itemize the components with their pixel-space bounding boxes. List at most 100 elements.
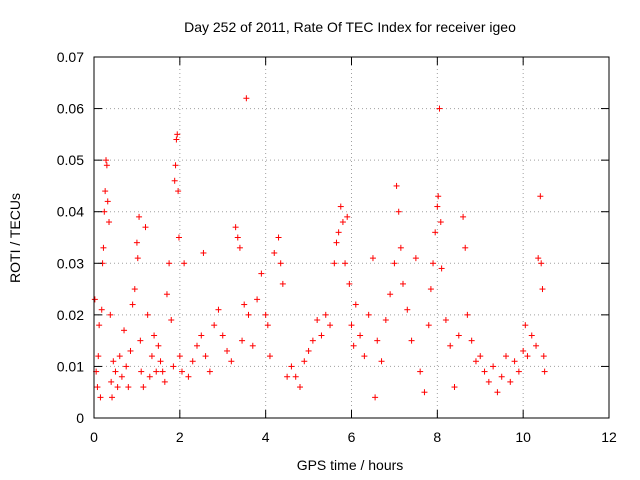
data-point	[535, 255, 542, 262]
data-point	[211, 322, 218, 329]
data-point	[101, 208, 108, 215]
data-point	[417, 368, 424, 375]
data-point	[153, 368, 160, 375]
data-point	[365, 311, 372, 318]
data-point	[136, 213, 143, 220]
data-point	[442, 317, 449, 324]
data-point	[254, 296, 261, 303]
x-tick-label: 8	[433, 429, 441, 445]
data-point	[129, 301, 136, 308]
data-point	[175, 234, 182, 241]
data-point	[94, 384, 101, 391]
data-point	[262, 311, 269, 318]
data-point	[350, 342, 357, 349]
data-point	[288, 363, 295, 370]
data-point	[522, 322, 529, 329]
data-point	[494, 389, 501, 396]
data-point	[327, 322, 334, 329]
y-tick-label: 0.03	[57, 255, 84, 271]
data-point	[490, 363, 497, 370]
data-point	[344, 213, 351, 220]
data-point	[537, 193, 544, 200]
data-point	[498, 373, 505, 380]
data-point	[171, 177, 178, 184]
data-point	[378, 358, 385, 365]
data-point	[173, 136, 180, 143]
data-point	[369, 255, 376, 262]
data-point	[468, 337, 475, 344]
data-point	[275, 234, 282, 241]
data-point	[157, 358, 164, 365]
data-point	[181, 260, 188, 267]
data-point	[346, 280, 353, 287]
data-point	[121, 327, 128, 334]
data-point	[528, 332, 535, 339]
data-point	[198, 332, 205, 339]
axis-ticks	[93, 56, 610, 419]
data-point	[151, 332, 158, 339]
data-point	[134, 255, 141, 262]
grid-lines	[94, 57, 609, 418]
x-tick-label: 4	[262, 429, 270, 445]
data-point	[284, 373, 291, 380]
y-tick-label: 0	[76, 410, 84, 426]
data-point	[178, 368, 185, 375]
data-point	[485, 378, 492, 385]
data-point	[228, 358, 235, 365]
data-point	[464, 311, 471, 318]
data-point	[507, 378, 514, 385]
data-point	[200, 249, 207, 256]
data-point	[279, 280, 286, 287]
data-point	[185, 373, 192, 380]
data-point	[215, 306, 222, 313]
data-point	[412, 255, 419, 262]
data-point	[241, 301, 248, 308]
data-point	[342, 260, 349, 267]
data-point	[166, 260, 173, 267]
data-point	[103, 162, 110, 169]
data-point	[258, 270, 265, 277]
data-point	[219, 332, 226, 339]
data-point	[239, 337, 246, 344]
data-point	[335, 229, 342, 236]
data-point	[146, 373, 153, 380]
x-axis-label: GPS time / hours	[297, 457, 404, 473]
data-point	[322, 311, 329, 318]
data-point	[539, 286, 546, 293]
data-point	[116, 353, 123, 360]
data-point	[421, 389, 428, 396]
data-point	[106, 219, 113, 226]
data-point	[114, 384, 121, 391]
data-point	[397, 244, 404, 251]
data-point	[427, 286, 434, 293]
data-point	[477, 353, 484, 360]
data-point	[97, 394, 104, 401]
data-point	[161, 378, 168, 385]
data-point	[455, 332, 462, 339]
x-tick-label: 0	[90, 429, 98, 445]
data-point	[266, 353, 273, 360]
data-point	[361, 353, 368, 360]
data-point	[438, 265, 445, 272]
data-point	[245, 311, 252, 318]
data-point	[95, 353, 102, 360]
data-point	[404, 306, 411, 313]
data-point	[515, 368, 522, 375]
data-point	[163, 291, 170, 298]
data-point	[425, 322, 432, 329]
data-point	[170, 363, 177, 370]
data-point	[249, 342, 256, 349]
data-point	[91, 296, 98, 303]
data-point	[400, 280, 406, 287]
data-point	[107, 311, 114, 318]
data-point	[297, 384, 303, 391]
data-point	[175, 188, 182, 195]
data-point	[142, 224, 149, 231]
data-point	[511, 358, 518, 365]
data-point	[462, 244, 469, 251]
data-point	[96, 322, 103, 329]
data-point	[434, 203, 441, 210]
data-point	[277, 260, 284, 267]
data-point	[393, 182, 400, 189]
data-point	[314, 317, 321, 324]
